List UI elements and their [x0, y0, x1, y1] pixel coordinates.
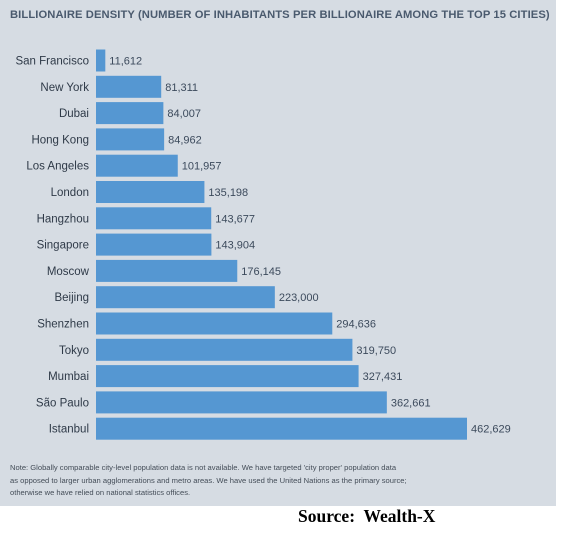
category-label: Hangzhou: [37, 213, 89, 225]
value-label: 143,677: [215, 213, 255, 225]
category-label: Singapore: [37, 240, 89, 252]
category-label: Dubai: [59, 108, 89, 120]
bar: [96, 181, 205, 203]
value-label: 11,612: [109, 56, 142, 68]
category-label: Mumbai: [48, 371, 89, 383]
category-label: Los Angeles: [26, 161, 89, 173]
category-label: Istanbul: [49, 424, 89, 436]
source-caption: Source: Wealth-X: [298, 506, 436, 526]
value-label: 143,904: [215, 240, 255, 252]
category-label: São Paulo: [36, 397, 89, 409]
value-label: 101,957: [182, 161, 222, 173]
category-label: New York: [40, 82, 89, 94]
footnote-line: as opposed to larger urban agglomeration…: [10, 475, 407, 485]
footnote-line: otherwise we have relied on national sta…: [10, 488, 191, 497]
bar: [96, 365, 359, 388]
value-label: 362,661: [391, 397, 431, 409]
bar: [96, 338, 353, 361]
bar: [96, 75, 162, 98]
value-label: 135,198: [208, 187, 248, 199]
bar: [96, 391, 387, 414]
bar-chart: San Francisco 11,612 New York 81,311 Dubai 84…: [15, 49, 511, 440]
bar: [96, 417, 467, 440]
value-label: 84,007: [167, 108, 201, 120]
chart-title: BILLIONAIRE DENSITY (NUMBER OF INHABITAN…: [10, 9, 550, 21]
bar: [96, 259, 238, 282]
bar: [96, 286, 275, 309]
bar: [96, 233, 212, 256]
category-label: Beijing: [54, 292, 89, 304]
chart-panel: BILLIONAIRE DENSITY (NUMBER OF INHABITAN…: [0, 0, 556, 506]
category-label: Hong Kong: [31, 134, 89, 146]
value-label: 327,431: [363, 371, 403, 383]
value-label: 176,145: [241, 266, 281, 278]
value-label: 294,636: [336, 319, 376, 331]
bar: [96, 102, 164, 125]
footnote-line: Note: Globally comparable city-level pop…: [10, 463, 397, 472]
bar: [96, 154, 178, 177]
category-label: Tokyo: [59, 345, 89, 357]
category-label: San Francisco: [15, 56, 89, 68]
category-label: Shenzhen: [37, 319, 89, 331]
value-label: 223,000: [279, 292, 319, 304]
bar: [96, 312, 333, 335]
bar: [96, 128, 165, 151]
category-label: London: [51, 187, 89, 199]
bar: [96, 49, 106, 72]
footnote: Note: Globally comparable city-level pop…: [10, 462, 500, 500]
value-label: 84,962: [168, 134, 202, 146]
value-label: 319,750: [356, 345, 396, 357]
category-label: Moscow: [47, 266, 90, 278]
value-label: 81,311: [165, 82, 198, 94]
value-label: 462,629: [471, 424, 511, 436]
bar: [96, 207, 212, 230]
